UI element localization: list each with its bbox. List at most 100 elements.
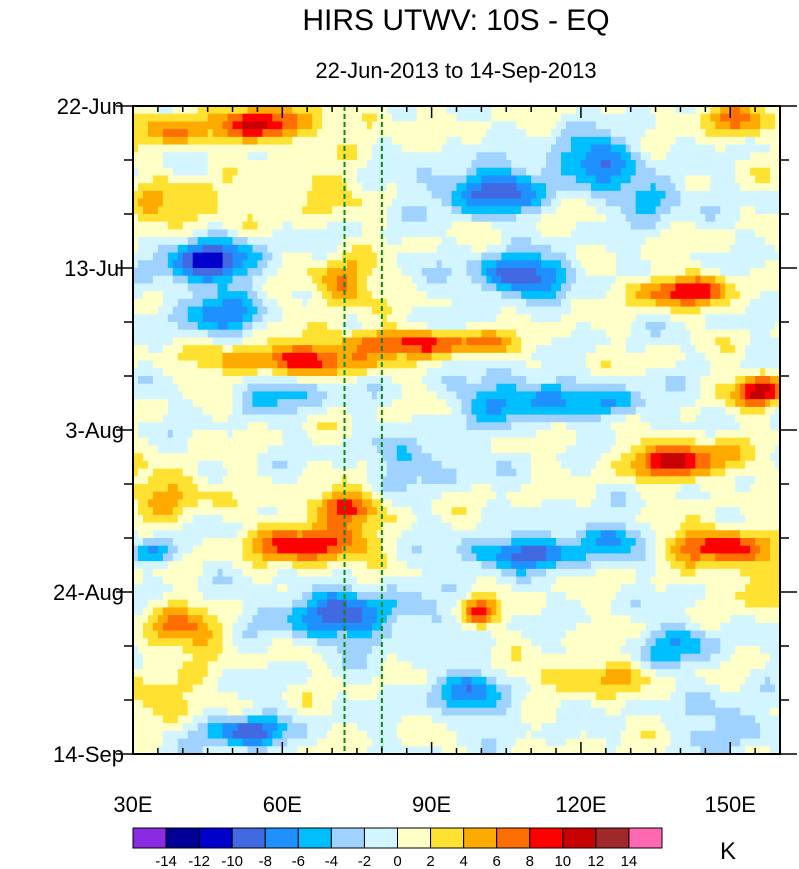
field-cell (133, 152, 164, 161)
field-cell (750, 337, 780, 346)
field-cell (585, 198, 607, 207)
field-cell (366, 514, 398, 524)
field-cell (207, 669, 224, 678)
field-cell (277, 715, 293, 724)
field-cell (710, 298, 731, 308)
field-cell (491, 484, 522, 493)
field-cell (292, 221, 328, 231)
field-cell (307, 460, 333, 470)
field-cell (401, 206, 428, 215)
colorbar-swatch (430, 827, 465, 849)
field-cell (575, 376, 667, 385)
field-cell (302, 329, 343, 339)
field-cell (152, 275, 174, 285)
field-cell (655, 538, 667, 547)
field-cell (272, 476, 298, 485)
field-cell (421, 376, 443, 385)
field-cell (461, 399, 473, 408)
field-cell (262, 738, 273, 747)
field-cell (351, 329, 378, 339)
field-cell (202, 676, 219, 686)
field-cell (391, 376, 423, 385)
field-cell (496, 576, 517, 585)
field-cell (262, 268, 278, 277)
field-cell (391, 306, 413, 315)
field-cell (655, 445, 692, 454)
field-cell (212, 129, 229, 138)
field-cell (133, 160, 164, 169)
field-cell (610, 445, 632, 454)
field-cell (431, 507, 453, 516)
field-cell (177, 715, 194, 724)
field-cell (133, 322, 179, 331)
field-cell (710, 692, 780, 701)
field-cell (745, 376, 756, 385)
field-cell (207, 221, 224, 231)
field-cell (212, 576, 234, 585)
field-cell (217, 615, 239, 624)
field-cell (680, 406, 701, 416)
field-cell (133, 422, 139, 431)
field-cell (133, 707, 154, 717)
field-cell (496, 700, 512, 709)
field-cell (770, 746, 780, 754)
field-cell (282, 129, 298, 138)
field-cell (735, 283, 780, 292)
field-cell (133, 630, 144, 639)
field-cell (715, 383, 736, 393)
field-cell (342, 676, 373, 686)
field-cell (366, 121, 373, 130)
field-cell (610, 499, 627, 508)
field-cell (133, 175, 154, 184)
field-cell (476, 167, 512, 177)
field-cell (386, 653, 398, 663)
field-cell (630, 152, 642, 161)
field-cell (511, 584, 552, 593)
x-tick-label: 60E (263, 792, 302, 817)
field-cell (451, 684, 468, 693)
field-cell (491, 615, 502, 624)
field-cell (521, 653, 632, 663)
field-cell (700, 638, 721, 647)
field-cell (177, 499, 199, 508)
field-cell (521, 630, 567, 639)
field-cell (177, 746, 204, 754)
field-cell (401, 214, 428, 223)
field-cell (700, 484, 736, 493)
field-cell (605, 661, 632, 670)
field-cell (342, 337, 363, 346)
field-cell (690, 738, 741, 747)
field-cell (147, 615, 159, 624)
field-cell (660, 198, 682, 207)
field-cell (207, 329, 244, 339)
field-cell (690, 730, 761, 740)
field-cell (775, 445, 780, 454)
field-cell (665, 553, 677, 562)
field-cell (396, 553, 463, 562)
field-cell (715, 507, 741, 516)
field-cell (675, 275, 696, 285)
field-cell (222, 646, 239, 655)
field-cell (172, 430, 194, 439)
field-cell (232, 561, 254, 570)
field-cell (531, 638, 562, 647)
field-cell (770, 383, 776, 393)
field-cell (670, 144, 716, 153)
field-cell (307, 268, 328, 277)
field-cell (242, 298, 254, 308)
field-cell (680, 653, 711, 663)
field-cell (600, 399, 617, 408)
field-cell (765, 106, 780, 115)
field-cell (147, 499, 179, 508)
field-cell (585, 522, 627, 531)
field-cell (322, 360, 338, 369)
field-cell (133, 561, 169, 570)
field-cell (312, 700, 333, 709)
field-cell (446, 383, 497, 393)
field-cell (501, 568, 517, 578)
field-cell (665, 723, 716, 732)
field-cell (242, 337, 268, 346)
field-cell (640, 669, 657, 678)
field-cell (142, 630, 159, 639)
